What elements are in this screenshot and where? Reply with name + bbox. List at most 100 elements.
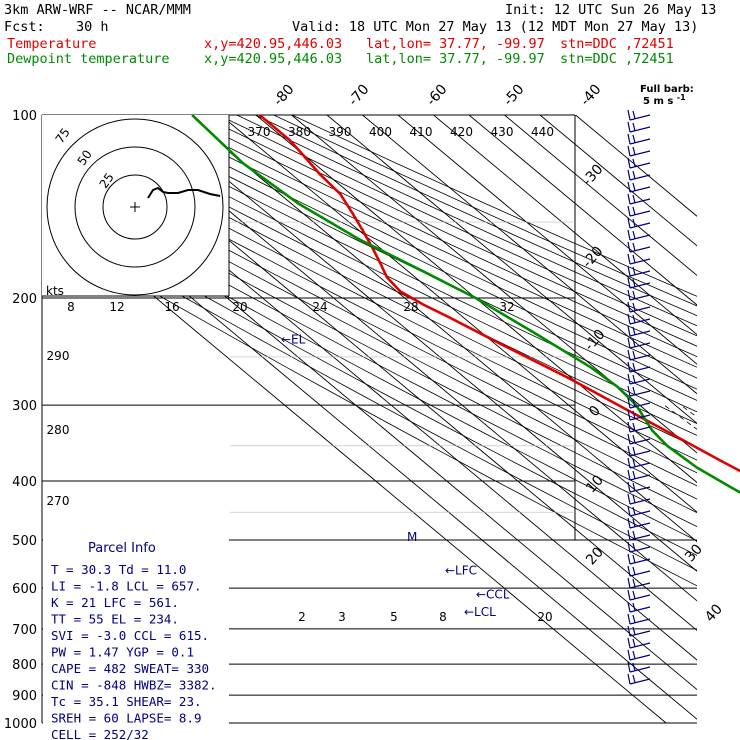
- wind-barb-flag: [632, 554, 636, 563]
- theta-label: 390: [329, 125, 352, 139]
- pressure-tick-label: 800: [12, 658, 37, 673]
- wind-barb-flag: [627, 385, 631, 397]
- parcel-info-title: Parcel Info: [88, 541, 156, 556]
- wind-barb-flag: [632, 290, 636, 299]
- isotherm-label: 0: [586, 403, 604, 420]
- wind-barb-flag: [632, 626, 636, 635]
- barb-legend-title: Full barb:: [640, 84, 694, 95]
- dry-adiabat-line: [236, 115, 697, 327]
- wind-barb-shaft: [629, 414, 651, 421]
- wind-barb-shaft: [629, 282, 651, 289]
- dry-adiabat-line: [291, 115, 697, 297]
- wind-barb-flag: [632, 482, 636, 491]
- wind-barb-flag: [632, 494, 636, 503]
- wind-barb-flag: [632, 434, 636, 443]
- level-marker-el: ←EL: [281, 332, 306, 346]
- wind-barb-shaft: [629, 510, 651, 517]
- wind-barb-flag: [627, 541, 631, 553]
- wind-barb-flag: [627, 409, 631, 421]
- wind-barb-flag: [632, 338, 636, 347]
- wind-barb-flag: [627, 217, 631, 229]
- wind-barb-flag: [632, 542, 636, 551]
- wind-barb-shaft: [629, 198, 651, 205]
- wind-barb-flag: [632, 566, 636, 575]
- isotherm-label: -60: [423, 81, 450, 109]
- mixing-ratio-label: 5: [390, 610, 398, 624]
- wind-barb-flag: [632, 278, 636, 287]
- wind-barb-shaft: [629, 486, 651, 493]
- wind-barb-flag: [627, 157, 631, 169]
- wind-barb-flag: [632, 314, 636, 323]
- wind-barb-flag: [627, 289, 631, 301]
- wind-barb-flag: [632, 170, 636, 179]
- wind-barb-flag: [627, 337, 631, 349]
- wind-barb-flag: [632, 362, 636, 371]
- wind-barb-flag: [632, 458, 636, 467]
- wind-barb-shaft: [629, 606, 651, 613]
- wind-barb-shaft: [629, 270, 651, 277]
- wind-barb-flag: [632, 326, 636, 335]
- wind-barb-shaft: [629, 234, 651, 241]
- parcel-info-line: CIN = -848 HWBZ= 3382.: [51, 678, 217, 693]
- wind-barb-flag: [632, 602, 636, 611]
- wind-barb-flag: [627, 361, 631, 373]
- wind-barb-flag: [632, 134, 636, 143]
- wind-barb-shaft: [629, 138, 651, 145]
- hodograph-speed-label: 32: [499, 300, 514, 314]
- wind-barb-flag: [627, 121, 631, 133]
- temperature-station: stn=DDC ,72451: [560, 36, 674, 52]
- theta-label: 380: [288, 125, 311, 139]
- parcel-info-line: CAPE = 482 SWEAT= 330: [51, 661, 209, 676]
- wind-barb-flag: [632, 158, 636, 167]
- temperature-legend: Temperature: [7, 36, 97, 52]
- wind-barb-flag: [632, 422, 636, 431]
- wind-barb-flag: [632, 230, 636, 239]
- mixing-ratio-label: 2: [298, 610, 306, 624]
- wind-barb-shaft: [629, 426, 651, 433]
- wind-barb-flag: [632, 410, 636, 419]
- wind-barb-shaft: [629, 126, 651, 133]
- wind-barb-flag: [627, 277, 631, 289]
- wind-barb-shaft: [629, 174, 651, 181]
- hodograph-trace: [147, 186, 221, 199]
- pressure-tick-label: 600: [12, 582, 37, 597]
- wind-barb-shaft: [629, 246, 651, 253]
- wind-barb-flag: [627, 301, 631, 313]
- wind-barb-flag: [632, 614, 636, 623]
- wind-barb-flag: [627, 505, 631, 517]
- dry-adiabat-line: [89, 115, 697, 413]
- pressure-tick-label: 1000: [4, 717, 37, 732]
- forecast-hour: 30 h: [76, 19, 109, 35]
- hodograph-speed-label: 24: [312, 300, 327, 314]
- wind-barb-flag: [627, 325, 631, 337]
- barb-legend-unit: 5 m s -1: [643, 93, 686, 107]
- isotherm-label: 40: [702, 601, 726, 625]
- wind-barb-shaft: [629, 366, 651, 373]
- parcel-info-line: T = 30.3 Td = 11.0: [51, 562, 186, 577]
- wind-barb-flag: [627, 493, 631, 505]
- wind-barb-flag: [627, 457, 631, 469]
- wind-barb-flag: [632, 446, 636, 455]
- hodograph-speed-label: 28: [403, 300, 418, 314]
- wind-barb-shaft: [629, 258, 651, 265]
- theta-label: 270: [47, 494, 70, 508]
- wind-barb-flag: [632, 146, 636, 155]
- dry-adiabat-line: [144, 115, 697, 379]
- wind-barb-flag: [632, 374, 636, 383]
- wind-barb-flag: [632, 662, 636, 671]
- wind-barb-shaft: [629, 114, 651, 121]
- wind-barb-shaft: [629, 354, 651, 361]
- wind-barb-shaft: [629, 342, 651, 349]
- wind-barb-flag: [627, 313, 631, 325]
- theta-label: 430: [491, 125, 514, 139]
- wind-barb-flag: [627, 649, 631, 661]
- wind-barb-shaft: [629, 498, 651, 505]
- wind-barb-shaft: [629, 582, 651, 589]
- barb-legend-unit-exponent: -1: [677, 93, 686, 102]
- wind-barb-flag: [627, 553, 631, 565]
- isotherm-line: [149, 115, 697, 572]
- wind-barb-shaft: [629, 534, 651, 541]
- wind-barb-flag: [627, 253, 631, 265]
- dewpoint-station: stn=DDC ,72451: [560, 51, 674, 67]
